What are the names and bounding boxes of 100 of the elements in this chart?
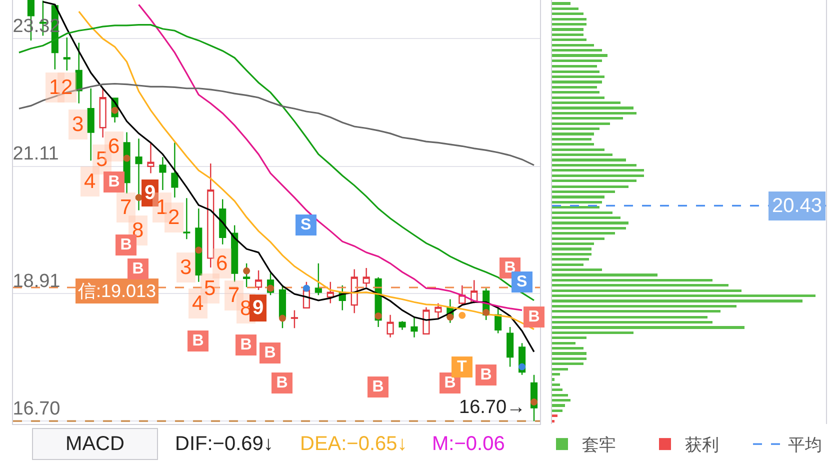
ref-line-label: 16.70→ <box>459 397 526 418</box>
legend-label: 获利 <box>685 436 719 455</box>
bar <box>552 196 605 198</box>
bar <box>552 169 644 172</box>
annotation: 4 <box>192 292 204 315</box>
bar <box>552 242 594 246</box>
legend-label: 平均 <box>788 436 822 455</box>
bar <box>552 164 636 167</box>
annotation: B <box>240 336 252 354</box>
annotation: B <box>372 378 384 396</box>
bar <box>552 304 736 308</box>
bar <box>552 310 721 313</box>
annotation: B <box>444 374 456 392</box>
ref-line-label: 信:19.013 <box>78 281 156 301</box>
annotation: 9 <box>144 182 156 204</box>
annotation: B <box>192 332 204 350</box>
bar <box>552 248 592 250</box>
annotation: 4 <box>84 170 96 193</box>
bar <box>552 180 636 182</box>
annotation: 6 <box>108 135 120 158</box>
annotation: 5 <box>204 277 216 300</box>
annotation: 7 <box>120 196 132 219</box>
bar <box>552 48 602 52</box>
text: DIF:−0.69↓ <box>175 433 274 455</box>
bar <box>552 357 586 360</box>
bar <box>552 211 613 214</box>
annotation: 6 <box>216 252 228 275</box>
bar <box>552 331 634 334</box>
annotation: S <box>516 274 528 290</box>
bar <box>552 59 602 62</box>
bar <box>552 174 644 177</box>
annotation: 7 <box>228 284 240 307</box>
bar <box>552 420 555 422</box>
bar <box>552 38 586 42</box>
bar <box>552 54 608 57</box>
annotation: 1 <box>156 196 168 219</box>
annotation: B <box>120 236 132 254</box>
bar <box>552 268 602 272</box>
bar <box>552 143 594 146</box>
bar <box>552 117 624 120</box>
annotation: B <box>264 344 276 362</box>
bar <box>552 80 602 84</box>
bar <box>552 404 566 407</box>
annotation: 1 <box>49 76 61 99</box>
annotation: 5 <box>96 148 108 171</box>
bar <box>552 278 713 282</box>
bar <box>552 383 560 386</box>
bar <box>552 28 584 31</box>
bar <box>552 368 568 370</box>
annotation: 3 <box>180 256 192 279</box>
text: DEA:−0.65↓ <box>300 433 408 455</box>
bar <box>552 91 600 94</box>
annotation: 9 <box>252 297 264 319</box>
bar <box>552 96 605 99</box>
bar <box>552 414 558 418</box>
bar <box>552 7 578 10</box>
bar <box>552 132 594 136</box>
annotation: 2 <box>61 76 73 99</box>
bar <box>552 263 584 266</box>
bar <box>552 294 816 298</box>
bar <box>552 86 597 89</box>
bar <box>552 190 616 194</box>
bar <box>552 65 597 68</box>
bar <box>552 274 658 276</box>
annotation: 20.43 <box>772 195 822 217</box>
bar <box>552 158 626 162</box>
bar <box>552 44 594 46</box>
annotation: B <box>108 174 120 190</box>
bar <box>552 342 576 344</box>
annotation: T <box>457 358 467 376</box>
bar <box>552 394 568 396</box>
bar <box>552 22 586 26</box>
bar <box>552 232 616 235</box>
bar <box>552 106 634 110</box>
bar <box>552 252 592 256</box>
bar <box>552 300 802 302</box>
text: MACD <box>66 433 124 455</box>
bar <box>552 226 626 230</box>
annotation: S <box>300 216 312 234</box>
bar <box>552 399 570 402</box>
bar <box>552 352 586 355</box>
legend-label: 套牢 <box>582 436 616 455</box>
bar <box>552 148 605 151</box>
bar <box>552 154 613 156</box>
bar <box>552 222 628 224</box>
bar <box>552 33 584 36</box>
bar <box>552 216 620 220</box>
bar <box>552 289 742 292</box>
bar <box>552 258 589 261</box>
bar <box>552 284 729 287</box>
y-tick-label: 16.70 <box>12 398 60 420</box>
annotation: B <box>504 260 516 276</box>
annotation: B <box>276 374 288 392</box>
bar <box>552 409 563 412</box>
text: M:−0.06 <box>432 433 505 455</box>
bar <box>552 336 586 340</box>
annotation: 2 <box>168 206 180 229</box>
y-tick-label: 18.91 <box>12 270 60 292</box>
y-tick-label: 21.11 <box>12 144 59 165</box>
bar <box>552 373 560 376</box>
